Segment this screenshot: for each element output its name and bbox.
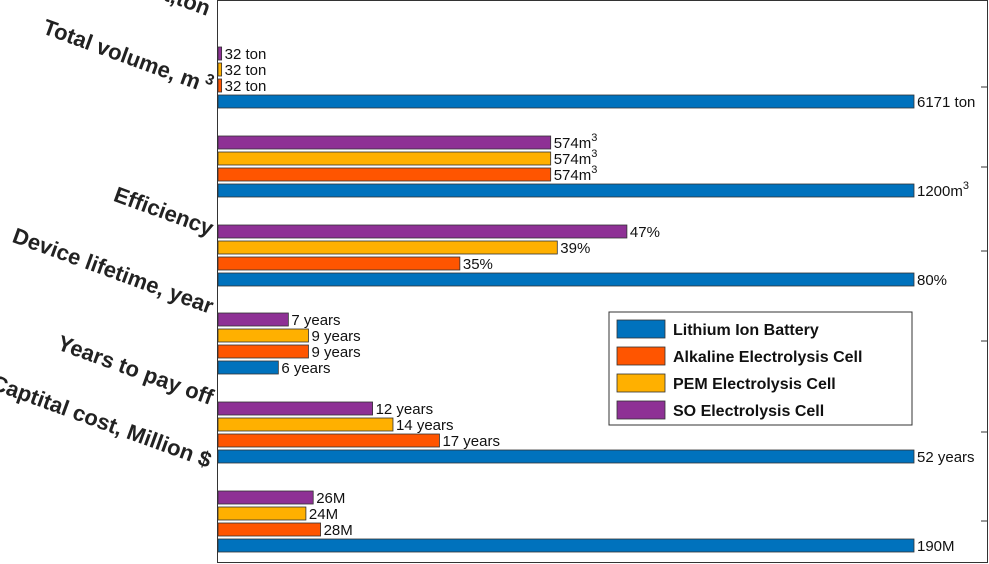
data-label: 32 ton [225, 62, 267, 79]
bar-alkaline-electrolysis-cell [217, 256, 461, 271]
bar-so-electrolysis-cell [217, 401, 373, 416]
data-label: 574m3 [554, 132, 598, 152]
bar-alkaline-electrolysis-cell [217, 78, 223, 93]
data-label: 6171 ton [917, 94, 975, 111]
legend-swatch-lithium-ion-battery [616, 319, 666, 339]
bar-pem-electrolysis-cell [217, 506, 307, 521]
category-label-years-to-pay-off: Years to pay off [54, 330, 217, 410]
data-label: 9 years [311, 328, 360, 345]
data-label: 190M [917, 538, 955, 555]
data-label: 39% [560, 240, 590, 257]
category-label-total-volume-m: Total volume, m 3 [40, 12, 217, 98]
bar-so-electrolysis-cell [217, 490, 314, 505]
bar-lithium-ion-battery [217, 538, 915, 553]
bar-so-electrolysis-cell [217, 224, 628, 239]
legend-label-lithium-ion-battery: Lithium Ion Battery [673, 322, 819, 339]
data-label: 26M [316, 490, 345, 507]
category-label-efficiency: Efficiency [111, 182, 218, 241]
bar-pem-electrolysis-cell [217, 417, 394, 432]
data-label: 47% [630, 224, 660, 241]
bar-alkaline-electrolysis-cell [217, 433, 440, 448]
data-label: 80% [917, 272, 947, 289]
legend-label-alkaline-electrolysis-cell: Alkaline Electrolysis Cell [673, 349, 862, 366]
data-label: 24M [309, 506, 338, 523]
data-label-superscript: 3 [591, 132, 597, 144]
data-label: 574m3 [554, 164, 598, 184]
data-label: 35% [463, 256, 493, 273]
bar-alkaline-electrolysis-cell [217, 522, 321, 537]
bar-lithium-ion-battery [217, 94, 915, 109]
bar-lithium-ion-battery [217, 183, 915, 198]
bar-so-electrolysis-cell [217, 135, 552, 150]
bar-lithium-ion-battery [217, 272, 915, 287]
data-label: 1200m3 [917, 180, 969, 200]
bar-pem-electrolysis-cell [217, 62, 223, 77]
legend-swatch-alkaline-electrolysis-cell [616, 346, 666, 366]
data-label-superscript: 3 [591, 164, 597, 176]
data-label: 7 years [291, 312, 340, 329]
category-label-device-lifetime-year: Device lifetime, year [9, 223, 217, 319]
legend-label-pem-electrolysis-cell: PEM Electrolysis Cell [673, 376, 836, 393]
bar-alkaline-electrolysis-cell [217, 344, 309, 359]
legend-swatch-so-electrolysis-cell [616, 400, 666, 420]
data-label: 574m3 [554, 148, 598, 168]
legend-label-so-electrolysis-cell: SO Electrolysis Cell [673, 403, 824, 420]
data-label: 17 years [442, 433, 500, 450]
data-label: 52 years [917, 449, 975, 466]
bar-pem-electrolysis-cell [217, 151, 552, 166]
data-label-superscript: 3 [963, 180, 969, 192]
bar-alkaline-electrolysis-cell [217, 167, 552, 182]
data-label-superscript: 3 [591, 148, 597, 160]
data-label: 9 years [311, 344, 360, 361]
legend-swatch-pem-electrolysis-cell [616, 373, 666, 393]
bar-so-electrolysis-cell [217, 312, 289, 327]
bar-so-electrolysis-cell [217, 46, 223, 61]
data-label: 32 ton [225, 78, 267, 95]
data-label: 14 years [396, 417, 454, 434]
legend: Lithium Ion Battery Alkaline Electrolysis… [608, 311, 913, 426]
bar-pem-electrolysis-cell [217, 328, 309, 343]
data-label: 6 years [281, 360, 330, 377]
bar-lithium-ion-battery [217, 449, 915, 464]
category-label-total-weight-ton: Total weight,ton [48, 0, 213, 21]
data-label: 12 years [376, 401, 434, 418]
data-label: 32 ton [225, 46, 267, 63]
data-label: 28M [324, 522, 353, 539]
bar-lithium-ion-battery [217, 360, 279, 375]
bar-pem-electrolysis-cell [217, 240, 558, 255]
category-label-superscript: 3 [199, 69, 217, 89]
